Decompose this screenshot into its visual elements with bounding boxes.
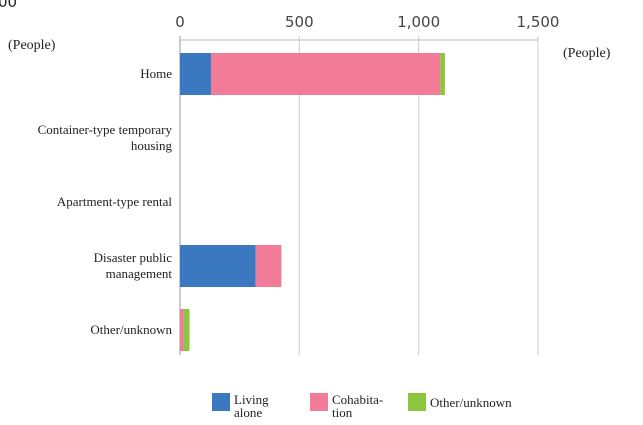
x-tick-label: 500 xyxy=(285,13,314,31)
bar-segment xyxy=(211,53,441,95)
x-tick-label: 1,500 xyxy=(517,13,560,31)
bar-segment xyxy=(180,53,212,95)
legend-swatch xyxy=(212,393,230,411)
annotation: 00 xyxy=(0,0,18,11)
x-tick-label: 1,000 xyxy=(397,13,440,31)
legend-label: Cohabita-tion xyxy=(332,392,384,420)
x-tick-label: 0 xyxy=(175,13,185,31)
legend-swatch xyxy=(310,393,328,411)
legend-swatch xyxy=(408,393,426,411)
bar-segment xyxy=(180,309,184,351)
y-tick-label: Disaster public management xyxy=(93,250,172,281)
y-tick-label: Other/unknown xyxy=(90,322,172,337)
bar-segment xyxy=(183,309,190,351)
y-tick-label: Home xyxy=(140,66,172,81)
legend-label: Living alone xyxy=(234,392,269,420)
legend-item: Cohabita-tion xyxy=(310,392,384,420)
legend-item: Other/unknown xyxy=(408,393,570,411)
unit-label: (People) xyxy=(8,38,56,53)
legend-label: Other/unknown xyxy=(430,395,512,410)
bar-segment xyxy=(255,245,282,287)
y-tick-label: Apartment-type rental xyxy=(56,194,172,209)
legend-item: Living alone xyxy=(212,393,284,419)
unit-label: (People) xyxy=(563,46,611,61)
bar-segment xyxy=(180,245,256,287)
bar-segment xyxy=(440,53,445,95)
y-tick-label: Container-type temporary housing xyxy=(37,122,172,153)
